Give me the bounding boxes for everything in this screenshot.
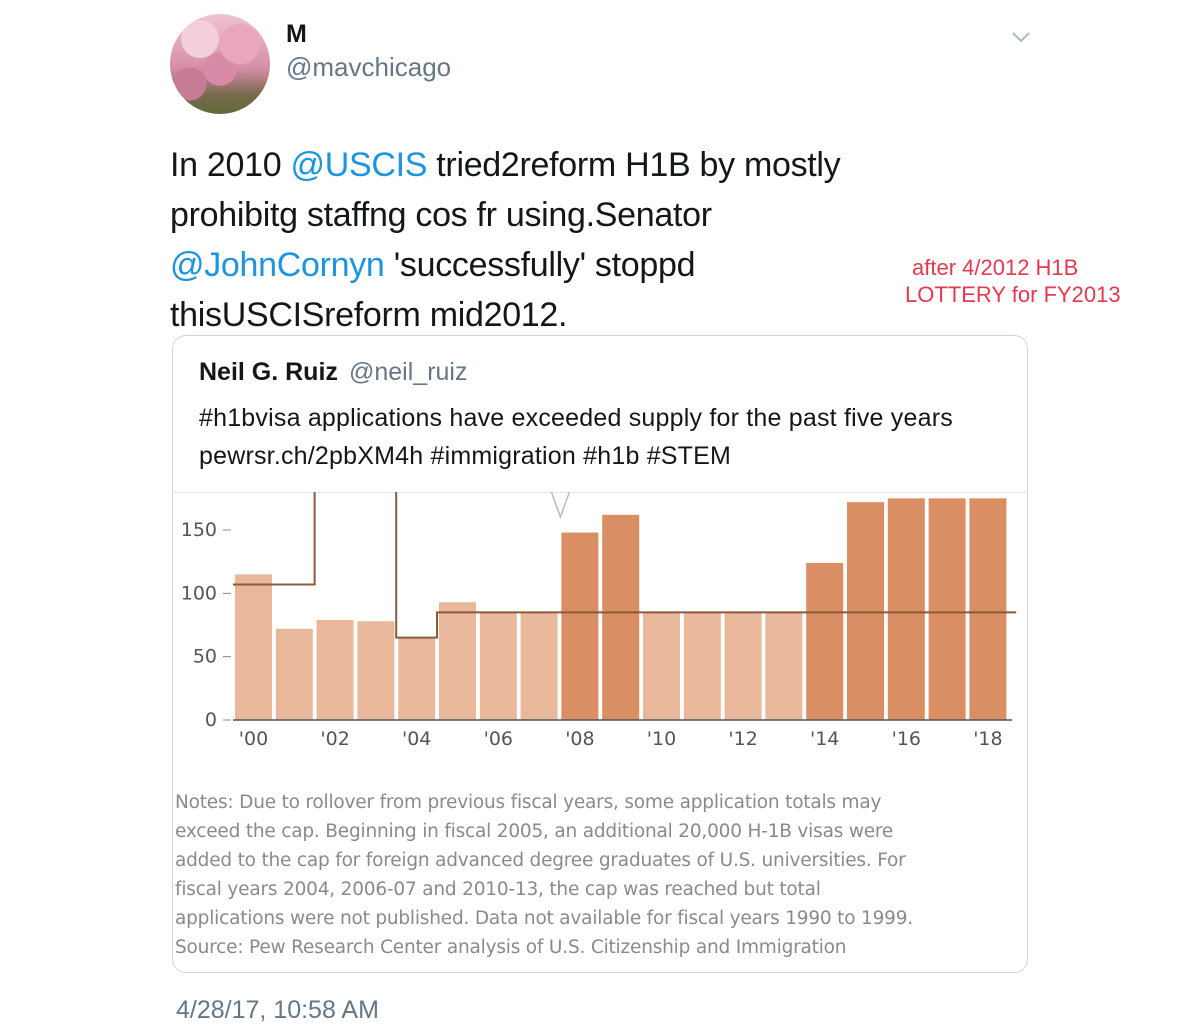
x-tick-label: '16 xyxy=(892,728,921,750)
bar xyxy=(969,498,1007,720)
bar xyxy=(602,514,640,720)
bar xyxy=(847,502,884,720)
user-handle[interactable]: @mavchicago xyxy=(286,52,452,82)
annotation-marker xyxy=(550,492,571,520)
bar xyxy=(316,619,354,720)
bar xyxy=(439,602,476,720)
handwritten-annotation-line: LOTTERY for FY2013 xyxy=(905,282,1121,307)
handwritten-annotation-line: after 4/2012 H1B xyxy=(912,255,1079,280)
y-tick-label: 150 xyxy=(181,519,217,541)
bar xyxy=(275,628,313,720)
bar xyxy=(683,612,721,720)
bar xyxy=(561,532,599,720)
bar xyxy=(479,612,517,720)
x-tick-label: '10 xyxy=(647,728,676,750)
bar xyxy=(887,498,925,720)
tweet-text-part: tried2reform H1B by mostly prohibitg sta… xyxy=(170,146,841,234)
notes-line: applications were not published. Data no… xyxy=(175,908,913,929)
quoted-tweet-card[interactable]: Neil G. Ruiz @neil_ruiz #h1bvisa applica… xyxy=(172,335,1028,973)
x-tick-label: '18 xyxy=(973,728,1002,750)
y-tick-label: 50 xyxy=(193,646,217,668)
x-tick-label: '04 xyxy=(402,728,431,750)
chevron-down-icon[interactable] xyxy=(1008,24,1034,50)
timestamp[interactable]: 4/28/17, 10:58 AM xyxy=(176,996,379,1024)
bar xyxy=(235,574,272,720)
tweet-text-part: 'successfully' stoppd thisUSCISreform mi… xyxy=(170,246,696,334)
y-tick-label: 100 xyxy=(181,582,217,604)
bar xyxy=(806,562,844,720)
quoted-display-name[interactable]: Neil G. Ruiz xyxy=(199,358,338,386)
notes-line: fiscal years 2004, 2006-07 and 2010-13, … xyxy=(175,879,821,900)
bar xyxy=(643,612,680,720)
cap-line xyxy=(233,492,1017,639)
mention-link-johncornyn[interactable]: @JohnCornyn xyxy=(170,246,385,284)
bar xyxy=(928,498,966,720)
quoted-tweet-text: #h1bvisa applications have exceeded supp… xyxy=(199,404,953,470)
quoted-user-handle[interactable]: @neil_ruiz xyxy=(349,358,468,386)
y-tick-label: 0 xyxy=(205,709,217,731)
bar-chart: 0 50 100 150 '00 '02 '04 '06 '08 '10 '12 '14 '16 '18 xyxy=(173,492,1027,750)
bar xyxy=(765,612,803,720)
notes-line: added to the cap for foreign advanced de… xyxy=(175,850,906,871)
x-tick-label: '12 xyxy=(728,728,757,750)
display-name[interactable]: M xyxy=(286,20,307,48)
bar xyxy=(398,637,436,720)
chart-notes: Notes: Due to rollover from previous fis… xyxy=(175,788,1025,962)
bar xyxy=(724,612,762,720)
avatar[interactable] xyxy=(170,14,270,114)
notes-line: exceed the cap. Beginning in fiscal 2005… xyxy=(175,821,894,842)
x-tick-label: '14 xyxy=(810,728,839,750)
x-tick-label: '02 xyxy=(320,728,349,750)
x-tick-label: '08 xyxy=(565,728,594,750)
bar xyxy=(520,612,558,720)
notes-line: Notes: Due to rollover from previous fis… xyxy=(175,792,882,813)
bar xyxy=(357,621,395,720)
chart-image: 0 50 100 150'00'02'04'06'08'10'12'14'16'18 … xyxy=(173,492,1027,972)
x-tick-label: '00 xyxy=(239,728,268,750)
tweet-text-part: In 2010 xyxy=(170,146,291,184)
notes-line: Source: Pew Research Center analysis of … xyxy=(175,937,847,958)
tweet-text: In 2010 @USCIS tried2reform H1B by mostl… xyxy=(170,140,930,340)
x-tick-label: '06 xyxy=(484,728,513,750)
mention-link-uscis[interactable]: @USCIS xyxy=(290,146,428,184)
